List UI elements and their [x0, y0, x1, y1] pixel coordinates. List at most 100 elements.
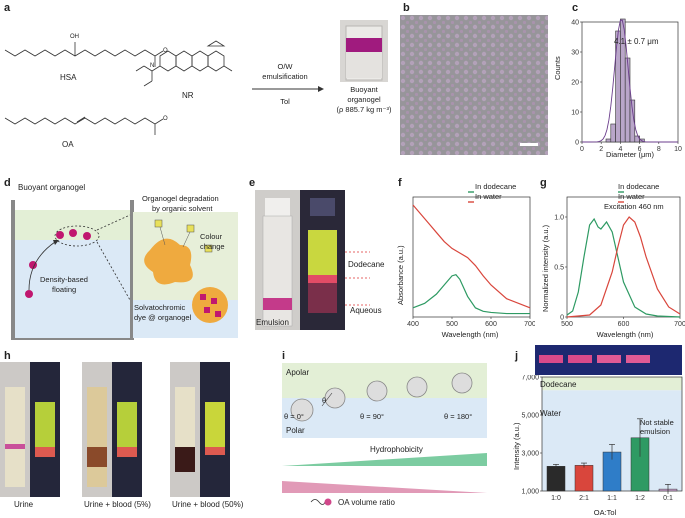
- j-xtick-label: 1:1: [607, 495, 617, 502]
- c-ytick-label: 0: [575, 140, 579, 147]
- contact-angle-diagram: [282, 363, 487, 493]
- j-not-stable-2: emulsion: [640, 427, 671, 436]
- g-ytick-label: 1.0: [554, 215, 564, 222]
- c-ytick-label: 40: [571, 20, 579, 27]
- h-label-3: Urine + blood (50%): [172, 500, 244, 509]
- hsa-o-label: O: [163, 48, 168, 54]
- c-xtick-label: 4: [618, 146, 622, 153]
- g-ytick-label: 0: [560, 315, 564, 322]
- j-dodecane-region: [542, 377, 682, 391]
- j-xtick-label: 1:0: [551, 495, 561, 502]
- h-label-2: Urine + blood (5%): [84, 500, 151, 509]
- nr-label: NR: [182, 91, 194, 100]
- j-not-stable-1: Not stable: [640, 418, 674, 427]
- g-xlabel: Wavelength (nm): [596, 330, 654, 339]
- panel-label-d: d: [4, 177, 11, 189]
- f-xtick-label: 400: [407, 321, 419, 328]
- c-ylabel: Counts: [553, 56, 562, 80]
- c-xtick-label: 6: [638, 146, 642, 153]
- oh-label: OH: [70, 34, 79, 40]
- d-density: Density-based: [40, 275, 88, 284]
- g-ylabel: Normalized intensity (a.u.): [541, 224, 550, 312]
- vial-photos-e: [255, 190, 345, 330]
- panel-label-a: a: [4, 2, 11, 14]
- i-angle-90: θ = 90°: [360, 412, 385, 421]
- chart-g-emission: 500 600 700 0 0.5 1.0: [554, 191, 685, 328]
- c-xtick-label: 8: [657, 146, 661, 153]
- panel-label-h: h: [4, 350, 11, 362]
- c-xlabel: Diameter (μm): [605, 150, 655, 159]
- e-dodecane: Dodecane: [348, 260, 385, 269]
- i-theta: θ: [322, 396, 327, 405]
- vial-photo-a: [340, 20, 388, 82]
- panel-label-j: j: [515, 350, 519, 362]
- c-ytick-label: 30: [571, 50, 579, 57]
- f-xlabel: Wavelength (nm): [441, 330, 499, 339]
- j-xlabel: OA:Tol: [593, 508, 617, 517]
- c-xtick-label: 0: [580, 146, 584, 153]
- f-series-2: [412, 204, 531, 309]
- panel-label-c: c: [572, 2, 579, 14]
- j-ytick-label: 1,000: [521, 489, 539, 496]
- j-bar: [546, 466, 566, 492]
- c-ytick-label: 10: [571, 110, 579, 117]
- d-colour2: change: [200, 242, 225, 251]
- vial-strip-j: [535, 345, 682, 375]
- chart-c-histogram: 0 2 4 6 8 10 0 10 20 30 40: [571, 18, 682, 153]
- result-line3: (ρ 885.7 kg m⁻³): [336, 105, 392, 114]
- d-by-solvent: by organic solvent: [152, 204, 213, 213]
- j-ytick-label: 5,000: [521, 413, 539, 420]
- c-xtick-label: 2: [599, 146, 603, 153]
- d-floating: floating: [52, 285, 77, 294]
- e-aqueous: Aqueous: [350, 306, 382, 315]
- g-xtick-label: 700: [674, 321, 685, 328]
- vial-photos-h: [0, 362, 230, 497]
- arrow-text-top: O/W: [277, 62, 293, 71]
- c-title: 4.1 ± 0.7 μm: [614, 37, 659, 46]
- j-dodecane: Dodecane: [540, 380, 577, 389]
- hsa-label: HSA: [60, 73, 77, 82]
- i-polar: Polar: [286, 426, 305, 435]
- j-xtick-label: 0:1: [663, 495, 673, 502]
- f-legend-1: In dodecane: [475, 182, 517, 191]
- c-gaussian-fit: [582, 19, 678, 143]
- chart-f-absorbance: 400 500 600 700: [407, 191, 535, 328]
- j-ytick-label: 3,000: [521, 451, 539, 458]
- panel-label-b: b: [403, 2, 410, 14]
- e-emulsion: Emulsion: [256, 318, 289, 327]
- arrow-text-bottom: Tol: [280, 97, 290, 106]
- i-oa-ratio: OA volume ratio: [338, 498, 395, 507]
- chemical-structures: [4, 40, 233, 135]
- i-hydrophobicity: Hydrophobicity: [370, 445, 423, 454]
- panel-label-i: i: [282, 350, 286, 362]
- i-angle-180: θ = 180°: [444, 412, 473, 421]
- panel-label-e: e: [249, 177, 256, 189]
- f-legend-2: In water: [475, 192, 502, 201]
- result-line1: Buoyant: [350, 85, 378, 94]
- c-xtick-label: 10: [674, 146, 682, 153]
- g-series-2: [566, 216, 681, 318]
- oa-o-label: O: [163, 116, 168, 122]
- schematic-d: [11, 200, 238, 340]
- f-axis-frame: [412, 196, 531, 318]
- g-xtick-label: 500: [561, 321, 573, 328]
- j-bar: [574, 465, 594, 492]
- j-water: Water: [540, 409, 562, 418]
- g-ytick-label: 0.5: [554, 265, 564, 272]
- c-bar: [629, 99, 636, 143]
- reaction-arrow: [252, 86, 324, 92]
- c-bar: [605, 138, 612, 143]
- g-legend-2: In water: [618, 192, 645, 201]
- f-series-1: [412, 274, 530, 315]
- panel-label-f: f: [398, 177, 402, 189]
- d-dye2: dye @ organogel: [134, 313, 192, 322]
- d-colour: Colour: [200, 232, 223, 241]
- g-annotation: Excitation 460 nm: [604, 202, 664, 211]
- e-guides: [345, 251, 370, 306]
- i-angle-0: θ = 0°: [284, 412, 304, 421]
- nr-n-label: N: [150, 63, 155, 69]
- c-ytick-label: 20: [571, 80, 579, 87]
- i-apolar: Apolar: [286, 368, 310, 377]
- f-xtick-label: 600: [485, 321, 497, 328]
- j-ylabel: Intensity (a.u.): [512, 422, 521, 470]
